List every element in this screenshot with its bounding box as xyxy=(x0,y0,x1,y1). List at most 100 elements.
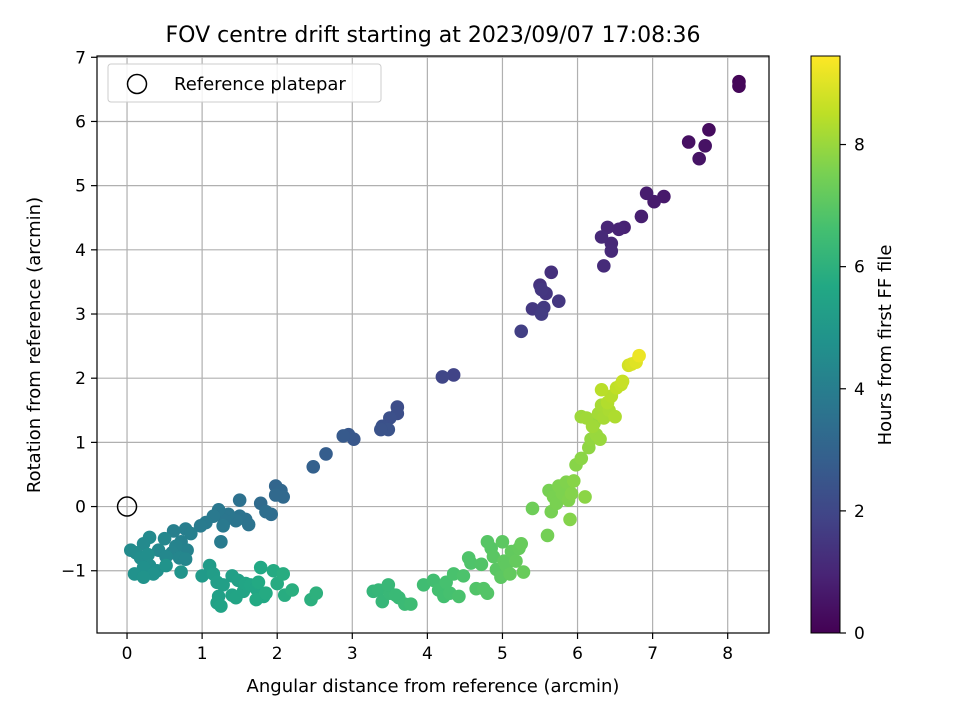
scatter-point xyxy=(452,589,466,604)
scatter-point xyxy=(585,419,600,434)
scatter-point xyxy=(514,536,529,551)
scatter-point xyxy=(381,578,396,592)
x-tick-label: 5 xyxy=(497,644,508,664)
scatter-point xyxy=(574,451,589,466)
scatter-point xyxy=(241,517,256,532)
scatter-point xyxy=(608,409,622,424)
scatter-point xyxy=(544,265,559,280)
y-tick-label: 0 xyxy=(75,498,86,518)
scatter-point xyxy=(253,560,268,575)
scatter-point xyxy=(268,488,283,502)
legend-label-reference: Reference platepar xyxy=(174,74,346,95)
scatter-point xyxy=(578,490,592,504)
x-axis-ticks: 0 1 2 3 4 5 6 7 8 xyxy=(122,633,733,664)
x-tick-label: 3 xyxy=(347,644,358,664)
scatter-point xyxy=(259,504,273,519)
scatter-point xyxy=(698,139,712,153)
x-tick-label: 1 xyxy=(197,644,208,664)
scatter-point xyxy=(456,569,471,583)
scatter-point xyxy=(551,294,566,308)
scatter-point xyxy=(681,135,696,149)
colorbar-ticks: 0 2 4 6 8 xyxy=(840,136,865,644)
scatter-point xyxy=(195,569,209,583)
x-axis-label: Angular distance from reference (arcmin) xyxy=(247,676,620,697)
colorbar-tick-label: 4 xyxy=(854,380,865,400)
legend-box xyxy=(107,63,382,103)
y-axis-ticks: −1 0 1 2 3 4 5 6 7 xyxy=(61,48,97,582)
scatter-point xyxy=(503,567,517,581)
x-tick-label: 2 xyxy=(272,644,283,664)
scatter-point xyxy=(159,558,173,573)
colorbar-tick-label: 0 xyxy=(854,624,865,644)
scatter-point xyxy=(534,307,549,321)
scatter-point xyxy=(141,547,155,562)
scatter-point xyxy=(336,429,351,443)
y-axis-label: Rotation from reference (arcmin) xyxy=(24,197,45,493)
scatter-point xyxy=(615,374,630,389)
scatter-point xyxy=(639,186,654,201)
colorbar-tick-label: 6 xyxy=(854,258,865,278)
scatter-point xyxy=(232,493,247,507)
scatter-point xyxy=(732,79,746,93)
scatter-point xyxy=(594,230,609,244)
y-tick-label: −1 xyxy=(61,562,86,582)
scatter-point xyxy=(632,348,646,363)
scatter-point xyxy=(216,519,230,533)
scatter-point xyxy=(604,244,619,258)
scatter-point xyxy=(136,570,151,584)
scatter-point xyxy=(563,512,577,527)
legend-marker-reference xyxy=(126,73,148,95)
scatter-point xyxy=(136,536,151,551)
scatter-point xyxy=(259,586,273,601)
scatter-point xyxy=(174,565,188,579)
scatter-point xyxy=(306,459,321,474)
scatter-point xyxy=(514,324,529,339)
scatter-point xyxy=(435,370,450,384)
scatter-point xyxy=(597,259,611,273)
y-tick-label: 7 xyxy=(75,48,86,68)
scatter-point xyxy=(184,526,198,541)
scatter-point xyxy=(540,528,555,543)
y-tick-label: 3 xyxy=(75,305,86,325)
scatter-point xyxy=(193,519,208,533)
scatter-point xyxy=(692,151,706,166)
scatter-point xyxy=(525,501,540,516)
scatter-point xyxy=(486,549,501,564)
y-tick-label: 2 xyxy=(75,369,86,389)
reference-marker xyxy=(116,496,138,517)
scatter-point xyxy=(166,524,181,538)
x-tick-label: 7 xyxy=(647,644,658,664)
y-tick-label: 1 xyxy=(75,433,86,453)
colorbar-tick-label: 8 xyxy=(854,136,865,156)
y-tick-label: 4 xyxy=(75,241,86,261)
scatter-point xyxy=(157,531,172,546)
x-tick-label: 4 xyxy=(422,644,433,664)
grid-lines xyxy=(97,56,769,633)
scatter-point xyxy=(612,222,626,237)
scatter-point xyxy=(446,368,461,382)
scatter-point xyxy=(276,567,291,581)
scatter-point xyxy=(564,486,579,501)
x-tick-label: 6 xyxy=(572,644,583,664)
x-tick-label: 8 xyxy=(722,644,733,664)
scatter-point xyxy=(285,583,300,597)
scatter-point xyxy=(251,575,266,590)
colorbar xyxy=(810,55,841,634)
chart-title: FOV centre drift starting at 2023/09/07 … xyxy=(166,23,701,48)
colorbar-tick-label: 2 xyxy=(854,502,865,522)
reference-platepar-point xyxy=(116,496,138,517)
colorbar-label: Hours from first FF file xyxy=(875,245,896,446)
scatter-point xyxy=(214,535,228,549)
scatter-point xyxy=(634,209,649,224)
scatter-point xyxy=(474,557,489,572)
y-tick-label: 6 xyxy=(75,112,86,132)
scatter-point xyxy=(516,565,531,579)
legend: Reference platepar xyxy=(107,63,382,103)
scatter-point xyxy=(566,474,581,488)
scatter-point xyxy=(178,552,193,566)
scatter-point xyxy=(249,592,263,607)
scatter-point xyxy=(534,282,549,297)
plot-frame xyxy=(96,55,770,634)
scatter-point xyxy=(594,382,609,397)
scatter-point xyxy=(216,578,230,592)
